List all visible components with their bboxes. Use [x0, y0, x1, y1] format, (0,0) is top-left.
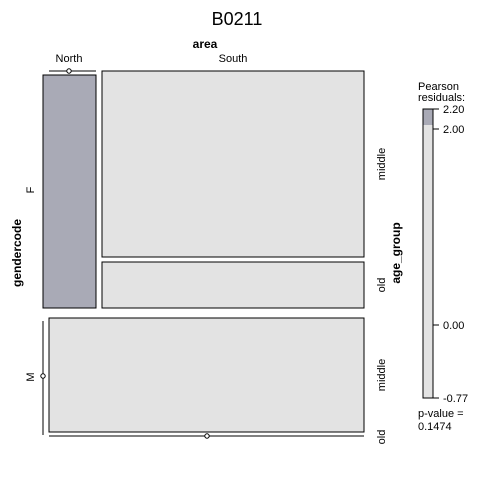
- bottom-spine: [49, 433, 364, 439]
- right-level-label-old-f: old: [376, 278, 388, 293]
- left-spine: [40, 321, 46, 435]
- right-level-label-middle-m: middle: [376, 359, 388, 391]
- top-level-label-south: South: [219, 53, 248, 65]
- legend-title: Pearson residuals:: [418, 81, 465, 104]
- mosaic-tile-f-south-middle: [101, 70, 365, 258]
- legend-tick-label: -0.77: [443, 393, 468, 405]
- mosaic-tile-m-south-middle: [48, 317, 365, 433]
- p-value-line2: 0.1474: [418, 421, 452, 433]
- chart-title: B0211: [212, 9, 263, 29]
- legend-bar-neutral: [423, 125, 433, 398]
- legend-title-line2: residuals:: [418, 92, 465, 104]
- legend-tick-label: 2.20: [443, 104, 464, 116]
- legend-tick-label: 0.00: [443, 320, 464, 332]
- left-level-label-f: F: [25, 186, 37, 193]
- left-level-label-m: M: [25, 372, 37, 381]
- legend-ticks: 2.20 2.00 0.00 -0.77: [433, 104, 468, 405]
- zero-cell-marker: [204, 433, 210, 439]
- right-level-label-old-m: old: [376, 430, 388, 445]
- top-spine: [49, 68, 96, 74]
- legend-bar-frame: [422, 108, 434, 399]
- legend-title-line1: Pearson: [418, 81, 459, 93]
- right-variable-label: age_group: [389, 222, 403, 283]
- p-value-line1: p-value =: [418, 408, 464, 420]
- mosaic-tile-f-south-old: [101, 261, 365, 309]
- mosaic-tile-f-north-middle: [42, 74, 97, 309]
- zero-cell-marker: [40, 373, 46, 379]
- top-variable-label: area: [193, 37, 218, 51]
- left-variable-label: gendercode: [10, 219, 24, 287]
- right-level-label-middle-f: middle: [376, 148, 388, 180]
- legend-tick-label: 2.00: [443, 124, 464, 136]
- legend-bar-positive: [423, 109, 433, 125]
- zero-cell-marker: [66, 68, 72, 74]
- p-value-label: p-value = 0.1474: [418, 408, 467, 433]
- top-level-label-north: North: [56, 53, 83, 65]
